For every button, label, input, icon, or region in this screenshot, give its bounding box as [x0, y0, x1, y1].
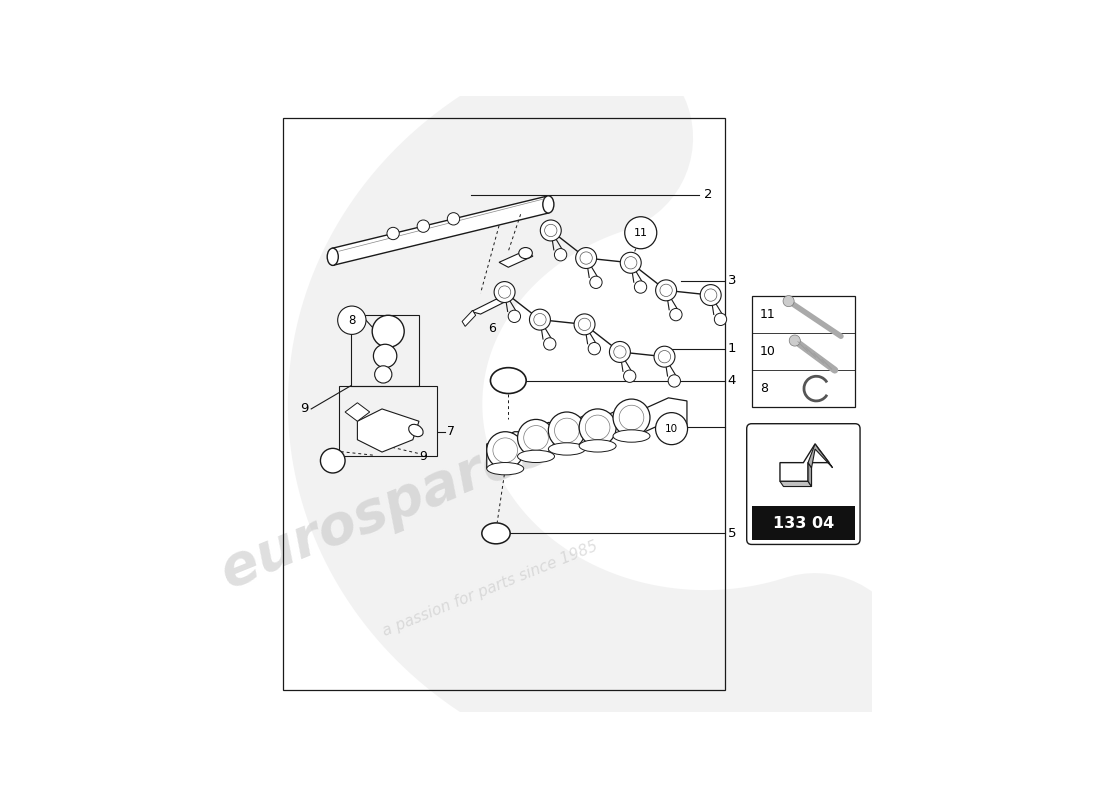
Circle shape: [658, 350, 671, 363]
Ellipse shape: [579, 440, 616, 452]
Circle shape: [783, 295, 794, 306]
Circle shape: [656, 280, 676, 301]
Circle shape: [704, 289, 717, 302]
Circle shape: [338, 306, 366, 334]
Circle shape: [620, 252, 641, 274]
Ellipse shape: [327, 248, 339, 266]
Circle shape: [624, 370, 636, 382]
Polygon shape: [462, 310, 475, 326]
Circle shape: [614, 346, 626, 358]
Text: 4: 4: [727, 374, 736, 387]
Circle shape: [498, 286, 510, 298]
Ellipse shape: [517, 450, 554, 462]
Circle shape: [619, 406, 644, 430]
Text: 6: 6: [488, 322, 496, 335]
Text: 9: 9: [300, 402, 308, 415]
Ellipse shape: [519, 247, 532, 258]
Circle shape: [660, 284, 672, 297]
Ellipse shape: [491, 368, 526, 394]
FancyBboxPatch shape: [747, 424, 860, 545]
Circle shape: [789, 335, 801, 346]
Circle shape: [635, 281, 647, 294]
Circle shape: [534, 314, 546, 326]
Circle shape: [372, 315, 404, 347]
Circle shape: [668, 374, 681, 387]
Polygon shape: [780, 482, 812, 486]
Bar: [751, 296, 855, 407]
Text: 7: 7: [447, 426, 454, 438]
Ellipse shape: [482, 523, 510, 544]
Polygon shape: [808, 462, 812, 486]
Circle shape: [609, 342, 630, 362]
Polygon shape: [808, 444, 833, 468]
Bar: [339, 386, 438, 456]
Circle shape: [580, 252, 592, 264]
Polygon shape: [499, 251, 532, 267]
Circle shape: [579, 409, 616, 446]
Ellipse shape: [548, 443, 585, 455]
Bar: [284, 118, 725, 690]
Circle shape: [656, 413, 688, 445]
Circle shape: [575, 247, 596, 269]
Polygon shape: [471, 299, 505, 314]
Text: 10: 10: [760, 345, 775, 358]
Circle shape: [548, 412, 585, 449]
Circle shape: [375, 366, 392, 383]
Circle shape: [701, 285, 722, 306]
Text: a passion for parts since 1985: a passion for parts since 1985: [379, 538, 600, 639]
Circle shape: [588, 342, 601, 355]
Polygon shape: [486, 398, 686, 469]
Circle shape: [625, 217, 657, 249]
Circle shape: [714, 313, 727, 326]
Circle shape: [574, 314, 595, 335]
Text: 8: 8: [760, 382, 768, 395]
Circle shape: [387, 227, 399, 240]
Bar: [751, 506, 855, 539]
Polygon shape: [345, 402, 370, 422]
Circle shape: [524, 426, 548, 450]
Circle shape: [670, 309, 682, 321]
Circle shape: [554, 249, 566, 261]
Circle shape: [417, 220, 429, 232]
Circle shape: [625, 257, 637, 269]
Circle shape: [448, 213, 460, 225]
Text: 2: 2: [704, 188, 713, 201]
Bar: [351, 314, 419, 386]
Text: 9: 9: [419, 450, 427, 463]
Circle shape: [543, 338, 556, 350]
Circle shape: [654, 346, 675, 367]
Ellipse shape: [486, 462, 524, 475]
Circle shape: [613, 399, 650, 436]
Ellipse shape: [409, 424, 424, 437]
Circle shape: [320, 448, 345, 473]
Circle shape: [508, 310, 520, 322]
Text: 10: 10: [666, 424, 678, 434]
Polygon shape: [780, 444, 829, 482]
Circle shape: [486, 432, 524, 469]
Circle shape: [585, 415, 609, 440]
Text: 11: 11: [634, 228, 648, 238]
Text: 133 04: 133 04: [772, 516, 834, 531]
Text: 8: 8: [349, 314, 355, 326]
Text: 5: 5: [727, 527, 736, 540]
Text: 1: 1: [727, 342, 736, 355]
Circle shape: [579, 318, 591, 330]
Circle shape: [590, 276, 602, 289]
Circle shape: [373, 344, 397, 368]
Circle shape: [494, 282, 515, 302]
Text: 3: 3: [727, 274, 736, 287]
Polygon shape: [332, 196, 548, 266]
Ellipse shape: [542, 196, 554, 213]
Circle shape: [529, 309, 550, 330]
Circle shape: [540, 220, 561, 241]
Text: eurospares: eurospares: [212, 418, 558, 599]
Circle shape: [493, 438, 518, 462]
Ellipse shape: [613, 430, 650, 442]
Polygon shape: [358, 409, 419, 452]
Text: 11: 11: [760, 308, 775, 321]
Circle shape: [544, 224, 557, 237]
Circle shape: [554, 418, 580, 443]
Circle shape: [517, 419, 554, 456]
